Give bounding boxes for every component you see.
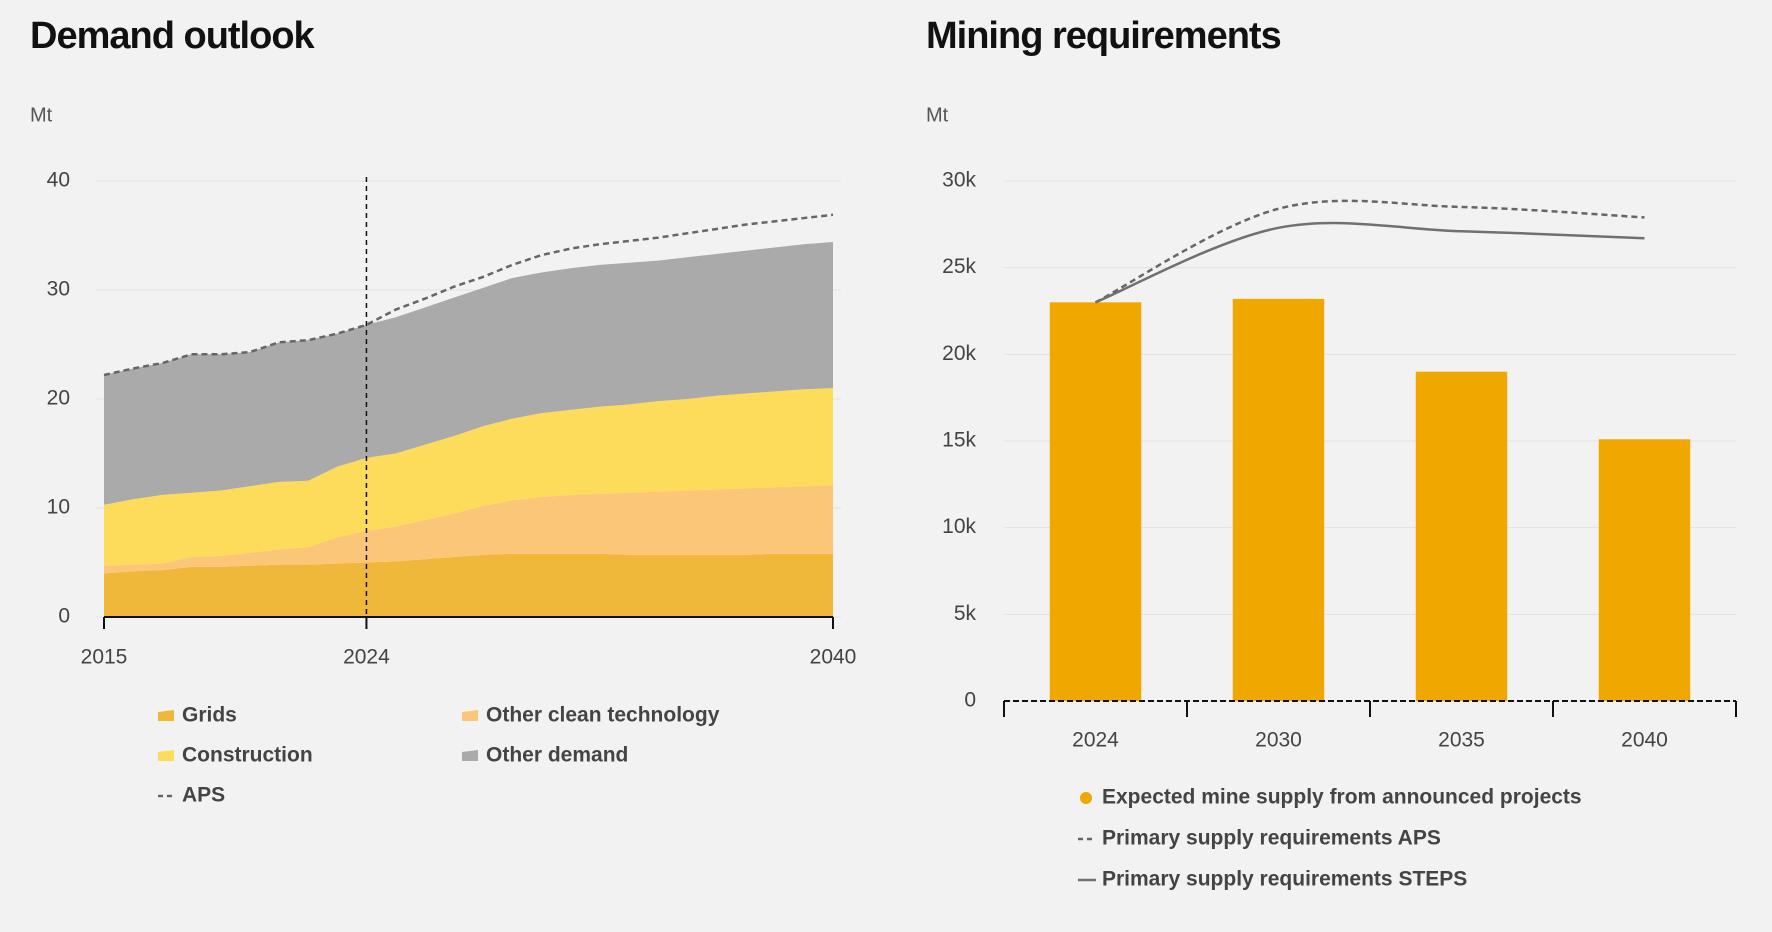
legend-label: Primary supply requirements STEPS <box>1102 868 1467 891</box>
legend-swatch <box>462 710 478 721</box>
y-tick-label: 10k <box>942 515 976 538</box>
y-tick-label: 0 <box>964 689 976 712</box>
y-tick-label: 0 <box>58 605 70 628</box>
area <box>104 388 833 566</box>
y-tick-label: 10 <box>47 496 70 519</box>
y-tick-label: 15k <box>942 429 976 452</box>
y-tick-label: 5k <box>954 602 977 625</box>
area <box>104 242 833 505</box>
x-tick-label: 2040 <box>1621 729 1668 752</box>
chart-title: Demand outlook <box>30 15 316 57</box>
y-tick-label: 30k <box>942 169 976 192</box>
bar <box>1598 439 1691 701</box>
bar <box>1415 371 1508 701</box>
x-tick-label: 2024 <box>1072 729 1119 752</box>
line <box>1094 199 1645 304</box>
y-tick-label: 25k <box>942 255 976 278</box>
legend-label: Primary supply requirements APS <box>1102 827 1441 850</box>
y-tick-label: 40 <box>47 169 70 192</box>
x-tick-label: 2024 <box>343 646 390 669</box>
y-tick-label: 30 <box>47 278 70 301</box>
area <box>104 485 833 574</box>
line <box>103 213 834 377</box>
legend-label: Other demand <box>486 744 628 767</box>
x-tick-label: 2035 <box>1438 729 1485 752</box>
x-tick-label: 2015 <box>81 646 128 669</box>
legend-swatch <box>158 710 174 721</box>
legend-label: Other clean technology <box>486 704 720 727</box>
chart-title: Mining requirements <box>926 15 1281 57</box>
y-axis-unit: Mt <box>30 104 53 126</box>
bar <box>1049 302 1142 701</box>
y-tick-label: 20 <box>47 387 70 410</box>
area <box>104 553 833 617</box>
y-tick-label: 20k <box>942 342 976 365</box>
legend-swatch <box>462 750 478 761</box>
x-tick-label: 2040 <box>810 646 857 669</box>
line <box>1095 221 1645 304</box>
y-axis-unit: Mt <box>926 104 949 126</box>
legend-swatch <box>1080 792 1092 804</box>
legend-swatch <box>158 750 174 761</box>
legend-label: APS <box>182 784 225 807</box>
legend-label: Construction <box>182 744 313 767</box>
bar <box>1232 298 1325 701</box>
legend-label: Expected mine supply from announced proj… <box>1102 786 1582 809</box>
legend-label: Grids <box>182 704 237 727</box>
x-tick-label: 2030 <box>1255 729 1302 752</box>
